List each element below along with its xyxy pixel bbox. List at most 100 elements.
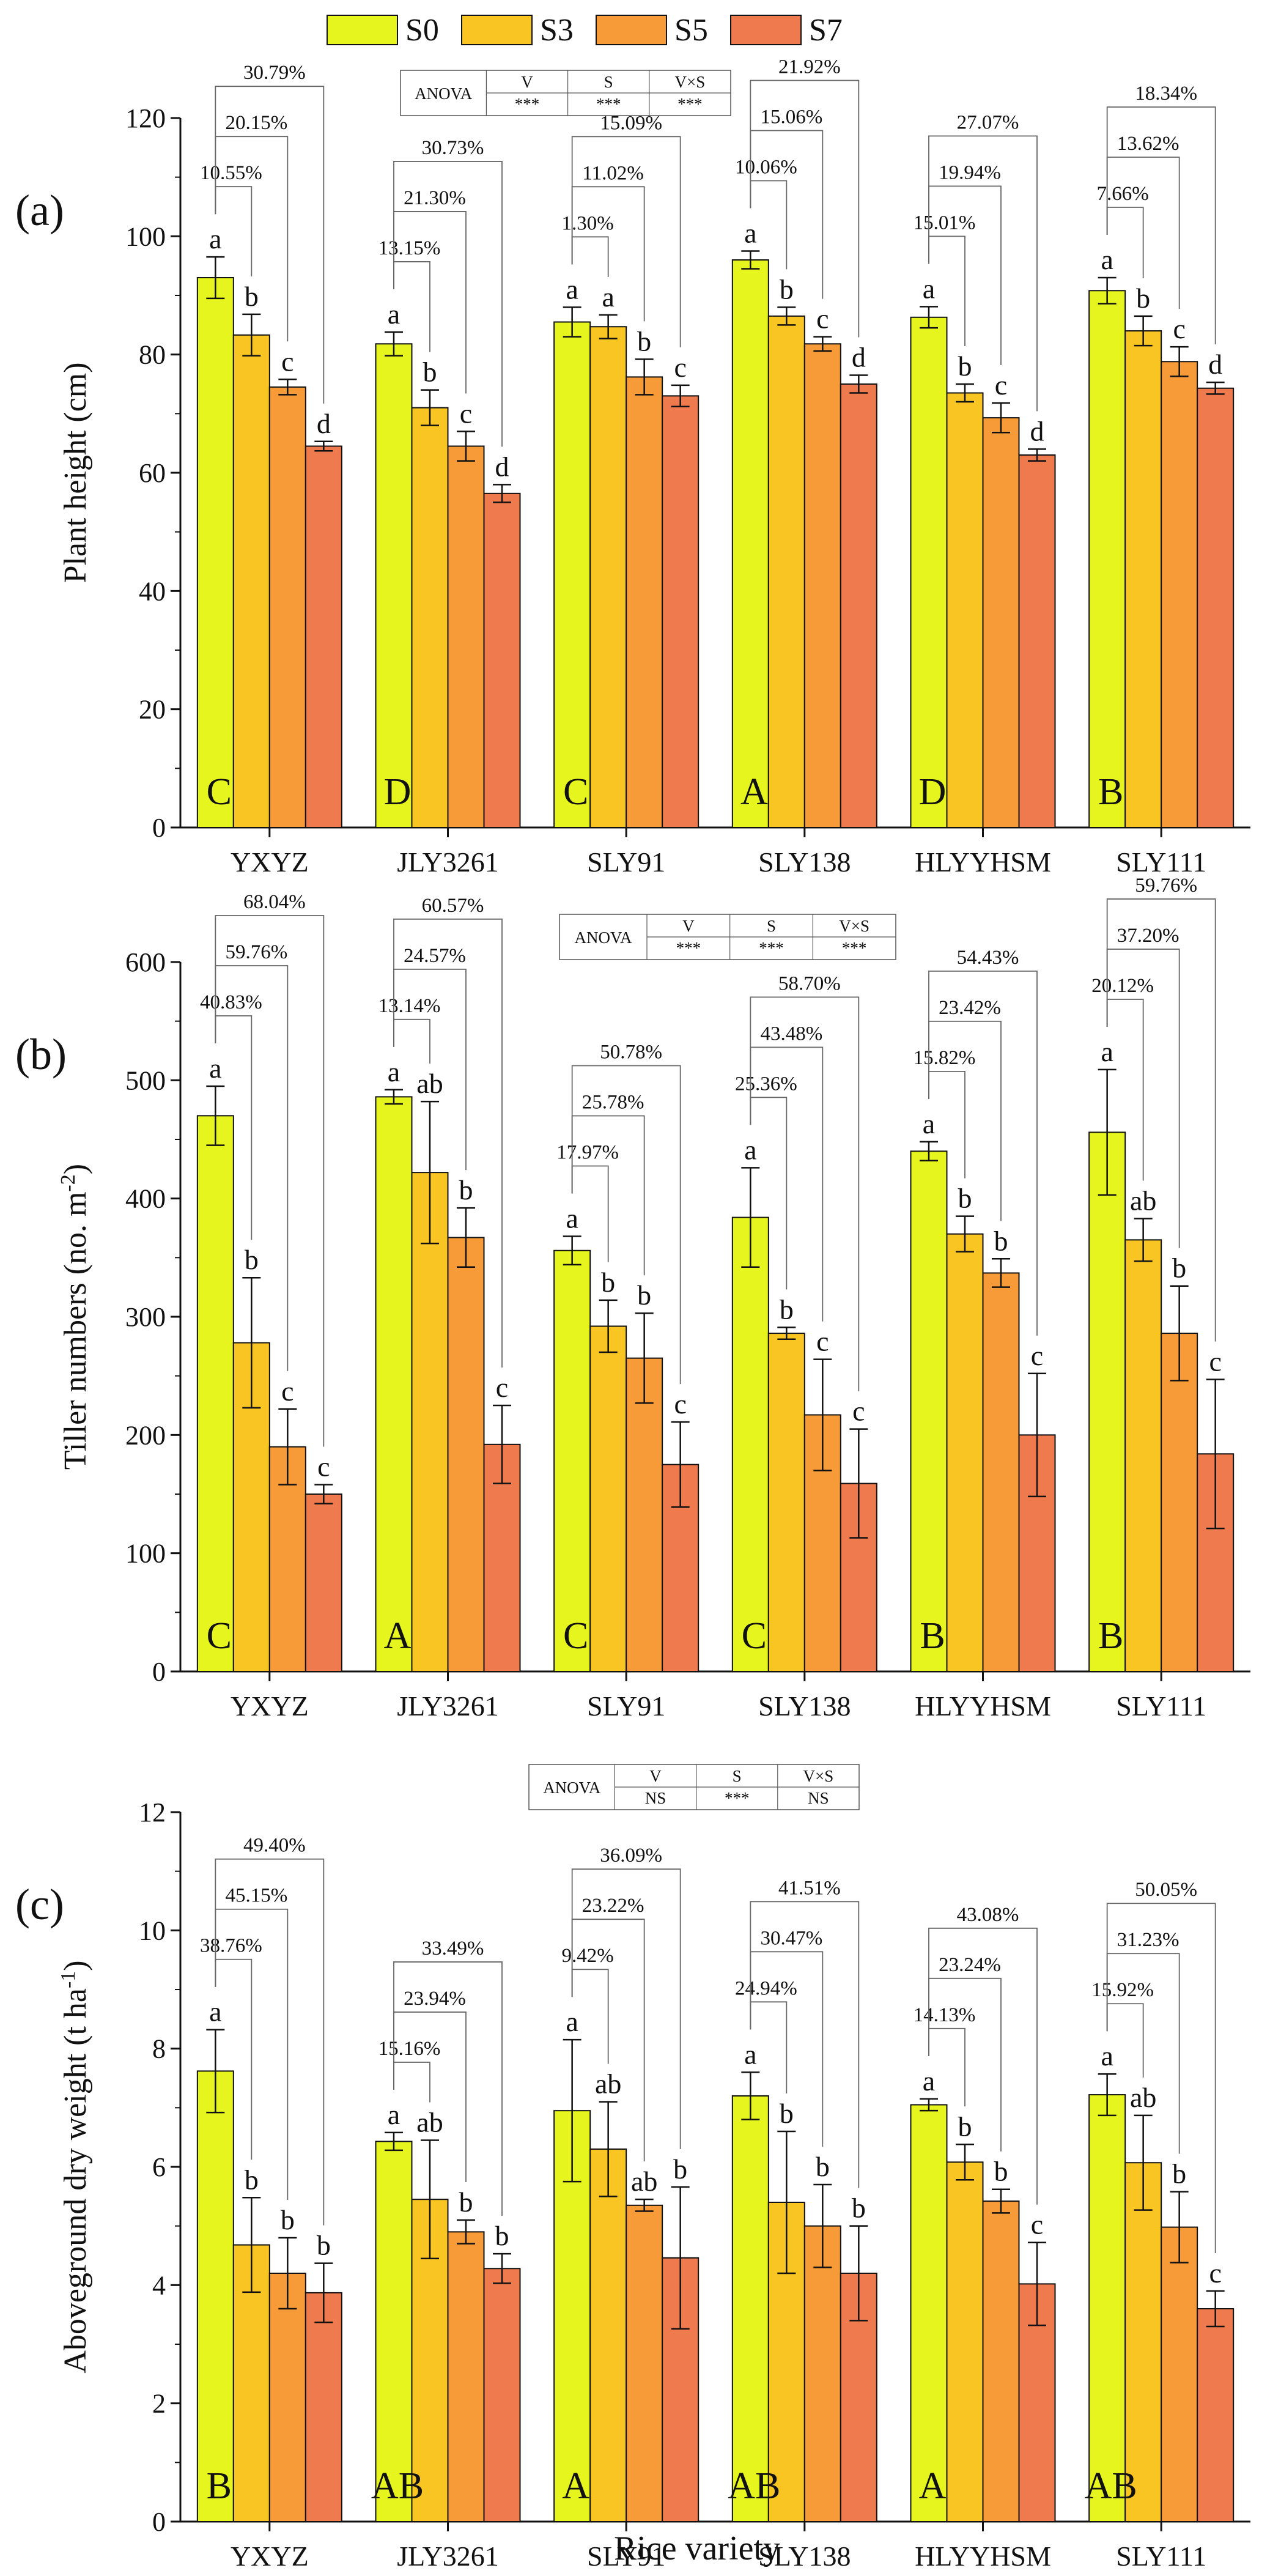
variety-letter: C	[207, 1615, 232, 1657]
bar-S7	[1197, 1453, 1235, 1672]
anova-header: V	[521, 73, 533, 91]
x-tick-label: SLY111	[1116, 846, 1206, 878]
significance-letter: b	[637, 1279, 651, 1311]
reduction-percent: 27.07%	[957, 111, 1019, 133]
y-tick-label: 60	[139, 458, 166, 488]
anova-value: NS	[808, 1789, 829, 1807]
y-tick-label: 120	[125, 103, 166, 133]
significance-letter: d	[1208, 349, 1222, 380]
significance-letter: b	[1172, 2158, 1186, 2189]
bar-S5	[626, 1357, 663, 1673]
y-axis-title-tail: )	[58, 1164, 93, 1174]
reduction-percent: 19.94%	[939, 161, 1001, 183]
significance-letter: b	[245, 2164, 259, 2195]
significance-letter: a	[1101, 1036, 1113, 1067]
y-axis-title: Aboveground dry weight (t ha-1)	[57, 1960, 93, 2373]
variety-letter: B	[1098, 771, 1123, 813]
significance-letter: a	[923, 1108, 935, 1139]
reduction-percent: 15.06%	[760, 106, 822, 128]
bar-S5	[268, 2273, 306, 2522]
comparison-bracket	[928, 970, 1038, 1336]
significance-letter: b	[281, 2204, 295, 2235]
reduction-percent: 33.49%	[422, 1938, 484, 1960]
significance-letter: b	[601, 1267, 615, 1298]
significance-letter: c	[674, 1388, 686, 1419]
bar-S3	[589, 1325, 627, 1672]
y-axis-title-main: Plant height (cm)	[58, 362, 93, 583]
comparison-bracket	[393, 2062, 430, 2103]
legend-label-S7: S7	[809, 13, 843, 48]
x-tick-label: SLY91	[587, 846, 665, 878]
comparison-bracket	[928, 1927, 1038, 2205]
significance-letter: a	[209, 1053, 221, 1084]
significance-letter: ab	[631, 2166, 657, 2197]
panel-a: (a) Plant height (cm) 0 20 40 60 80 100 120 ANOVA…	[15, 56, 1250, 878]
bar-S5	[803, 343, 841, 828]
bar-S0	[1088, 290, 1126, 828]
comparison-bracket	[571, 1868, 681, 2149]
reduction-percent: 9.42%	[562, 1945, 614, 1967]
y-tick-label: 0	[152, 813, 166, 843]
anova-value: ***	[515, 95, 540, 113]
panel-label: (a)	[15, 186, 64, 235]
bar-S3	[767, 1333, 805, 1672]
significance-letter: c	[460, 398, 472, 429]
significance-letter: b	[245, 281, 259, 312]
significance-letter: d	[1030, 415, 1044, 446]
significance-letter: b	[958, 2111, 972, 2142]
x-tick-label: HLYYHSM	[915, 846, 1051, 878]
significance-letter: c	[852, 1396, 865, 1427]
y-tick-label: 8	[152, 2034, 166, 2064]
significance-letter: b	[958, 350, 972, 382]
reduction-percent: 24.94%	[735, 1977, 797, 1999]
significance-letter: b	[1172, 1253, 1186, 1284]
comparison-bracket	[571, 236, 609, 277]
variety-letter: C	[742, 1615, 767, 1657]
panel-label: (b)	[15, 1030, 67, 1079]
reduction-percent: 20.12%	[1091, 975, 1154, 997]
comparison-bracket	[571, 1065, 681, 1385]
comparison-bracket	[1106, 898, 1216, 1342]
legend-swatch-S5	[596, 15, 667, 45]
significance-letter: b	[958, 1183, 972, 1214]
significance-letter: b	[495, 2220, 509, 2251]
bar-S3	[411, 407, 449, 828]
bar-S0	[910, 1150, 948, 1673]
group-YXYZ: YXYZ ab cd C 10.55% 20.15% 30.79%	[196, 62, 342, 878]
variety-letter: AB	[728, 2465, 780, 2507]
y-axis-title-sup: -2	[57, 1174, 79, 1191]
reduction-percent: 13.14%	[378, 995, 441, 1017]
bar-S0	[553, 321, 591, 828]
bar-S7	[483, 2268, 521, 2522]
bar-S0	[910, 2104, 948, 2522]
legend-swatch-S0	[327, 15, 398, 45]
bar-S5	[1161, 2226, 1198, 2523]
group-HLYYHSM: HLYYHSM a bb c B 15.82% 23.42% 54.43%	[910, 947, 1056, 1722]
x-axis-label: Rice variety	[614, 2530, 780, 2567]
bar-S7	[1197, 387, 1235, 828]
reduction-percent: 10.06%	[735, 157, 797, 179]
bar-S3	[1124, 330, 1162, 828]
y-tick-label: 10	[139, 1915, 166, 1945]
panel-label: (c)	[15, 1880, 64, 1929]
anova-label: ANOVA	[543, 1778, 601, 1797]
variety-letter: AB	[1085, 2465, 1137, 2507]
significance-letter: a	[388, 1056, 400, 1087]
bar-S5	[982, 417, 1020, 828]
bar-S7	[662, 2257, 700, 2523]
x-tick-label: SLY111	[1116, 1690, 1206, 1722]
y-tick-label: 100	[125, 221, 166, 251]
group-YXYZ: YXYZ a b c c C 40.83% 59.76% 68.04%	[196, 891, 342, 1722]
reduction-percent: 45.15%	[225, 1885, 287, 1907]
significance-letter: ab	[416, 1068, 443, 1099]
bar-S0	[196, 1115, 234, 1673]
significance-letter: b	[317, 2230, 331, 2261]
significance-letter: ab	[1130, 2082, 1156, 2113]
group-JLY3261: JLY3261 a ab bb AB 15.16% 23.94% 33.49%	[371, 1938, 521, 2572]
reduction-percent: 7.66%	[1097, 183, 1149, 205]
reduction-percent: 59.76%	[225, 941, 287, 963]
significance-letter: ab	[416, 2107, 443, 2138]
bar-S7	[662, 395, 700, 828]
